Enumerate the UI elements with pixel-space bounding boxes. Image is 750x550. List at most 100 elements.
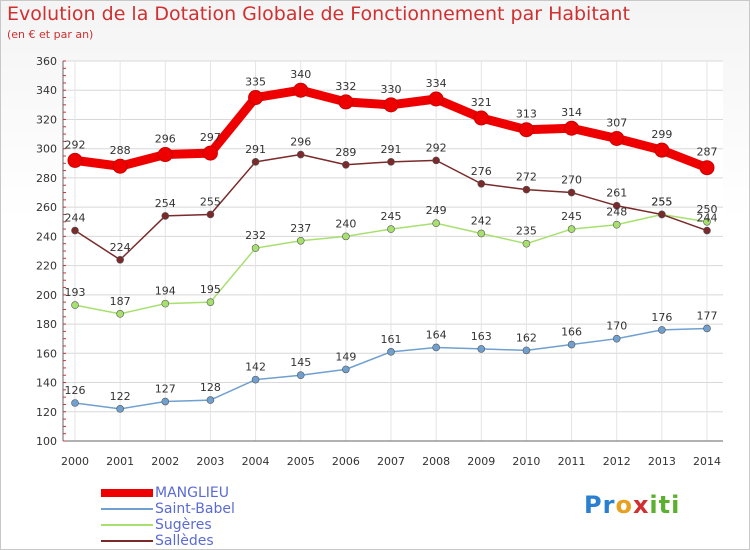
data-point [567,340,576,349]
data-label: 244 [65,212,86,225]
data-point [477,345,486,353]
data-point [342,365,350,374]
logo-part-o: o [615,491,633,519]
data-point [71,226,79,235]
data-label: 321 [471,96,492,109]
legend-label-manglieu: MANGLIEU [155,485,229,501]
data-point [161,299,170,308]
legend-label-sugeres: Sugères [155,517,212,533]
data-point [71,301,79,309]
data-label: 235 [516,225,537,238]
data-point [432,156,440,165]
x-tick-label: 2007 [377,455,405,468]
data-label: 289 [335,146,356,159]
chart-title: Evolution de la Dotation Globale de Fonc… [7,3,630,25]
data-label: 291 [381,143,402,156]
y-tick-label: 240 [36,230,57,243]
legend-label-saint-babel: Saint-Babel [155,501,235,517]
data-label: 242 [471,214,492,227]
data-label: 334 [426,77,447,90]
data-point [251,244,260,252]
data-label: 255 [651,195,672,208]
data-point [522,346,531,355]
data-label: 194 [155,285,176,298]
logo-part-x: x [632,491,650,519]
data-label: 313 [516,108,537,121]
data-label: 288 [110,144,131,157]
data-point [248,90,264,106]
proxiti-logo: Proxiti [584,491,680,519]
data-point [477,179,486,188]
x-tick-label: 2010 [512,455,540,468]
legend-swatch-sugeres [101,524,153,526]
data-label: 261 [606,187,627,200]
chart-subtitle: (en € et par an) [7,28,94,41]
data-point [609,130,625,146]
y-tick-label: 260 [36,201,57,214]
data-label: 195 [200,283,221,296]
data-label: 291 [245,143,266,156]
x-tick-label: 2001 [106,455,134,468]
y-tick-label: 100 [36,435,57,448]
data-label: 240 [335,217,356,230]
data-point [342,160,350,169]
x-tick-label: 2009 [467,455,495,468]
data-point [703,217,711,226]
y-tick-label: 200 [36,289,57,302]
y-tick-label: 280 [36,172,57,185]
data-label: 292 [426,141,447,154]
legend-label-salledes: Sallèdes [155,533,214,549]
data-label: 177 [697,309,718,322]
data-point [296,236,305,245]
data-label: 163 [471,330,492,343]
y-tick-label: 300 [36,143,57,156]
data-label: 255 [651,195,672,208]
data-label: 292 [65,138,86,151]
data-label: 330 [381,83,402,96]
data-point [612,220,621,229]
data-point [477,229,486,238]
x-tick-label: 2013 [648,455,676,468]
data-point [387,348,395,356]
legend-item-manglieu: MANGLIEU [101,485,301,501]
data-point [473,110,489,126]
x-tick-label: 2003 [196,455,224,468]
x-tick-label: 2006 [332,455,360,468]
data-label: 142 [245,361,266,374]
data-label: 145 [290,356,311,369]
data-point [703,324,711,333]
data-label: 237 [290,222,311,235]
data-label: 335 [245,76,266,89]
legend-swatch-salledes [101,540,153,542]
data-point [161,397,170,406]
data-label: 297 [200,131,221,144]
data-point [658,326,666,334]
data-label: 122 [110,390,131,403]
data-point [251,158,260,166]
legend-swatch-saint-babel [101,508,153,510]
data-label: 249 [426,204,447,217]
axes: 100 120 140 160 180 200 220 240 260 280 300 320 340 3… [36,55,723,468]
legend: MANGLIEU Saint-Babel Sugères Sallèdes [101,485,301,549]
data-label: 161 [381,333,402,346]
data-label: 126 [65,384,86,397]
x-tick-label: 2004 [242,455,270,468]
data-label: 314 [561,106,582,119]
data-point [428,91,444,107]
y-tick-label: 360 [36,55,57,68]
data-label: 187 [110,295,131,308]
data-point [206,210,215,219]
data-point [387,158,395,166]
y-tick-label: 320 [36,113,57,126]
data-label: 250 [697,203,718,216]
data-point [157,147,173,163]
data-point [612,201,621,210]
data-point [116,255,124,264]
y-tick-label: 140 [36,377,57,390]
y-tick-label: 120 [36,406,57,419]
data-label: 245 [381,210,402,223]
data-point [522,239,531,248]
data-point [296,371,305,380]
x-tick-label: 2012 [603,455,631,468]
